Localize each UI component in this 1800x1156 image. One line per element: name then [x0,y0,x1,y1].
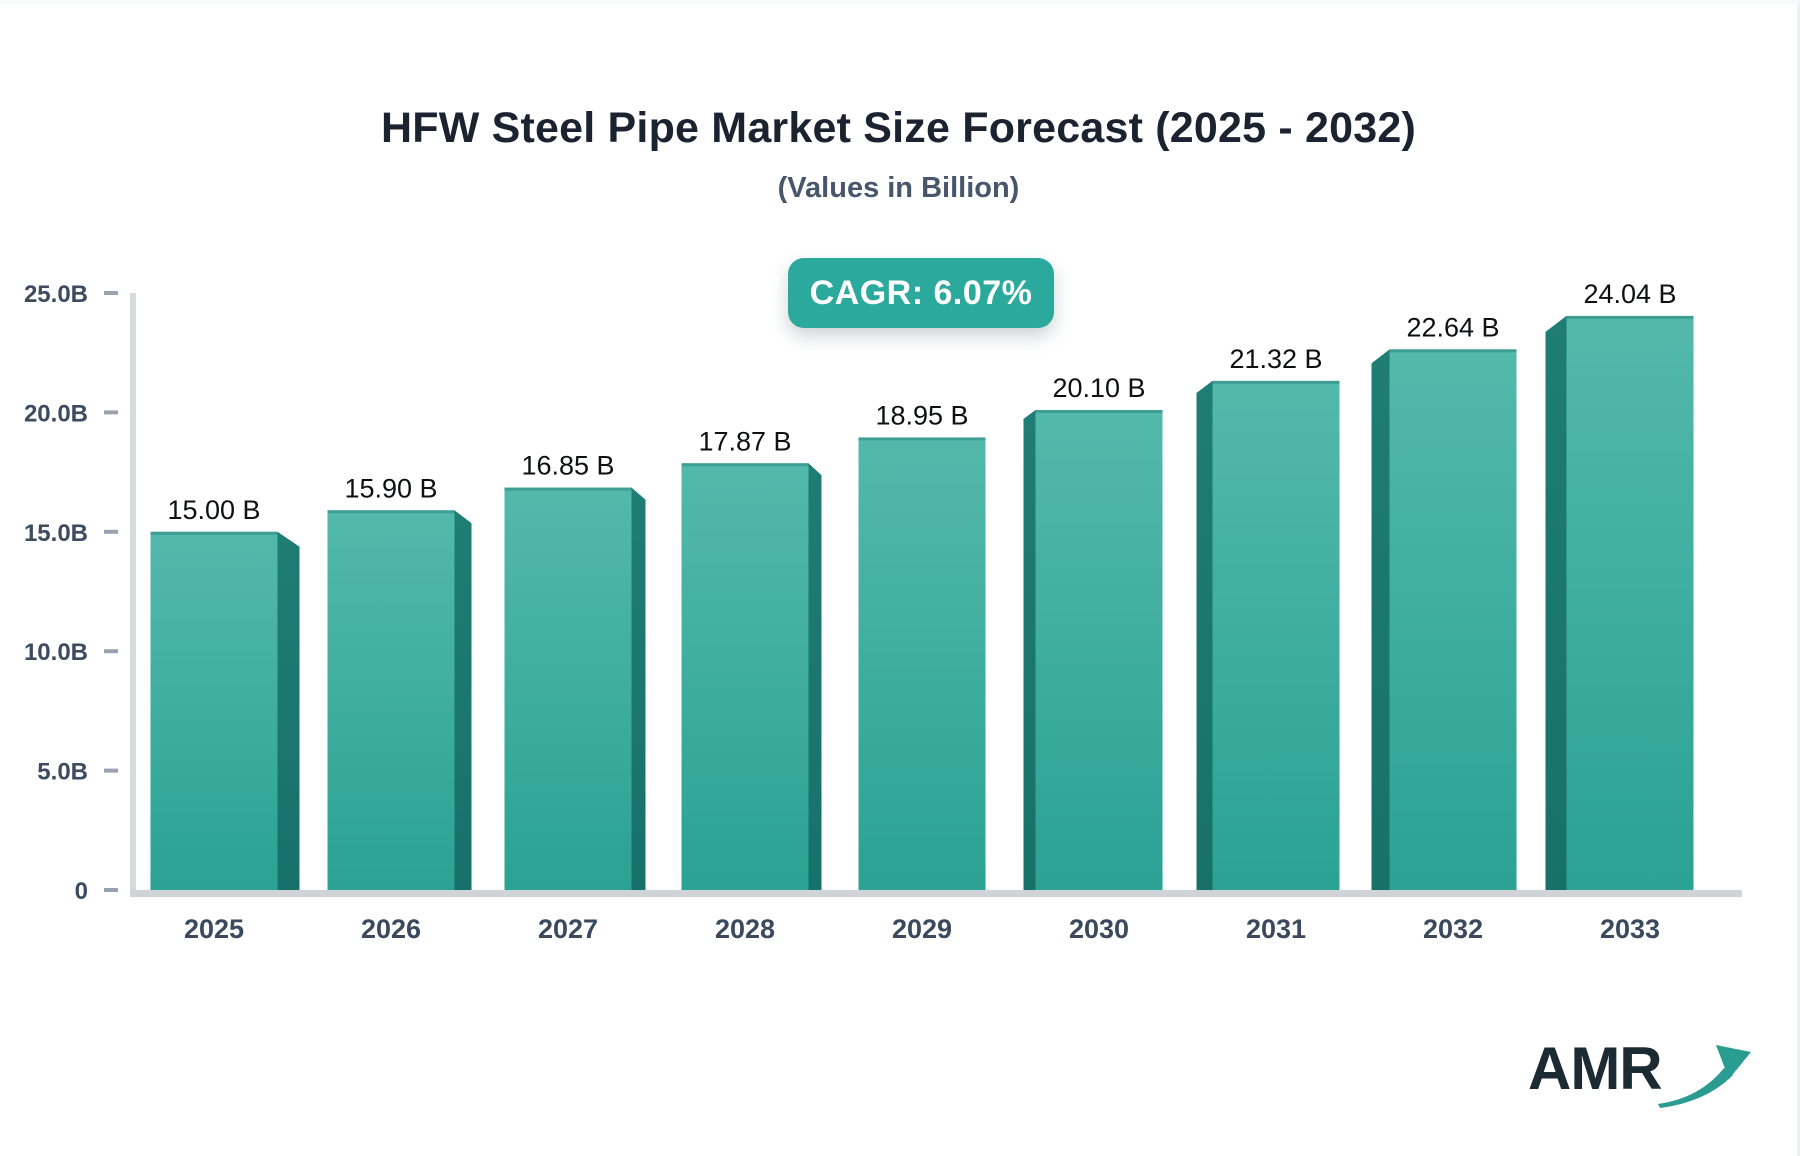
x-tick-label: 2030 [1069,914,1129,944]
y-tick-label: 15.0B [24,520,88,547]
bar-value-label: 15.90 B [344,473,437,503]
bar-side [1545,315,1567,890]
bar-side [1371,349,1390,890]
y-tick [104,768,118,773]
x-tick-label: 2025 [184,914,244,944]
bar-group: 18.95 B [858,400,986,890]
cagr-badge: CAGR: 6.07% [788,258,1054,328]
bar-value-label: 16.85 B [521,451,614,481]
x-tick-label: 2028 [715,914,775,944]
bar-top-edge [150,531,278,535]
bar-side [454,510,472,890]
cagr-badge-label: CAGR: 6.07% [809,273,1033,312]
bar-top-edge [1389,349,1517,353]
amr-logo: AMR [1528,1038,1756,1118]
chart-subtitle: (Values in Billion) [777,172,1020,204]
x-tick-label: 2026 [361,914,421,944]
bar-face [504,487,632,890]
y-tick [104,410,118,415]
bar-face [327,510,455,890]
y-tick-label: 25.0B [24,281,88,308]
bar-value-label: 24.04 B [1583,279,1676,309]
bar-side [1023,410,1036,890]
bar-chart: 0 5.0B 10.0B 15.0B 20.0B 25.0B 15.00 B 2025 15.9… [24,279,1742,944]
x-axis-line [130,890,1742,897]
y-tick [104,529,118,534]
bar-side [631,487,646,890]
amr-logo-text: AMR [1528,1035,1663,1102]
bar-top-edge [1212,380,1340,384]
bar-value-label: 20.10 B [1052,373,1145,403]
x-tick-label: 2027 [538,914,598,944]
bar-face [681,463,809,890]
y-tick-label: 20.0B [24,400,88,427]
bar-group: 15.00 B [150,495,300,890]
x-tick-label: 2031 [1246,914,1306,944]
x-tick-label: 2032 [1423,914,1483,944]
y-tick-label: 0 [75,878,88,905]
bar-group: 17.87 B [681,426,822,890]
y-tick-label: 5.0B [37,759,88,786]
bar-side [1196,380,1213,890]
bar-group: 20.10 B [1023,373,1163,890]
bar-side [808,463,822,890]
bar-top-edge [1566,315,1694,319]
bar-group: 16.85 B [504,451,646,890]
y-tick [104,291,118,295]
y-tick-label: 10.0B [24,639,88,666]
bar-face [1566,315,1694,890]
bar-value-label: 15.00 B [167,495,260,525]
bar-value-label: 21.32 B [1229,344,1322,374]
bar-side [277,531,300,890]
bar-group: 15.90 B [327,473,472,890]
bar-top-edge [1035,410,1163,414]
bar-face [1212,380,1340,890]
bar-group: 24.04 B [1545,279,1694,890]
y-tick [104,649,118,654]
bar-value-label: 18.95 B [875,400,968,430]
bar-top-edge [504,487,632,491]
bar-group: 21.32 B [1196,344,1340,890]
bar-face [1035,410,1163,890]
y-tick [104,888,118,892]
bar-top-edge [681,463,809,467]
bar-value-label: 17.87 B [698,426,791,456]
x-tick-label: 2029 [892,914,952,944]
y-axis-line [130,293,136,897]
bar-top-edge [327,510,455,514]
bar-face [150,531,278,890]
bar-top-edge [858,437,986,441]
bar-face [858,437,986,890]
x-tick-label: 2033 [1600,914,1660,944]
bar-face [1389,349,1517,890]
bar-value-label: 22.64 B [1406,312,1499,342]
growth-arrow-icon [1657,1045,1751,1108]
bar-group: 22.64 B [1371,312,1517,890]
chart-title: HFW Steel Pipe Market Size Forecast (202… [380,104,1417,152]
